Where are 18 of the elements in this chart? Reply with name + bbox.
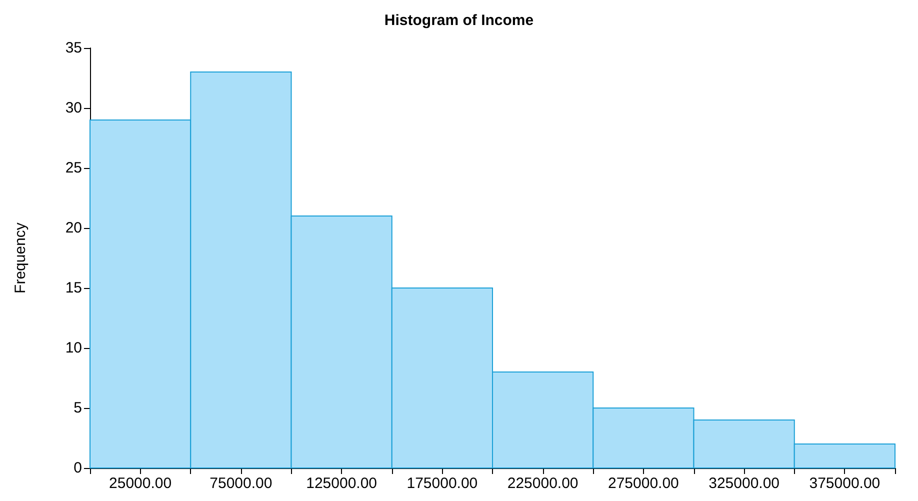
x-tick-label: 325000.00 [708, 475, 780, 492]
y-tick-label: 15 [65, 280, 82, 296]
y-tick-label: 0 [74, 460, 82, 476]
x-tick-label: 75000.00 [210, 475, 272, 492]
x-tick-label: 175000.00 [406, 475, 478, 492]
x-tick-label: 375000.00 [809, 475, 880, 492]
y-tick-label: 25 [65, 160, 82, 176]
chart-title: Histogram of Income [384, 12, 534, 29]
y-axis-title: Frequency [12, 222, 29, 294]
x-tick-label: 125000.00 [306, 475, 378, 492]
y-tick-label: 10 [65, 340, 82, 356]
y-tick-label: 20 [65, 220, 82, 236]
y-tick-label: 35 [65, 40, 82, 56]
y-tick-label: 5 [74, 400, 82, 416]
y-tick-label: 30 [65, 100, 82, 116]
x-tick-label: 25000.00 [109, 475, 172, 492]
x-tick-label: 275000.00 [608, 475, 679, 492]
x-tick-label: 225000.00 [507, 475, 578, 492]
